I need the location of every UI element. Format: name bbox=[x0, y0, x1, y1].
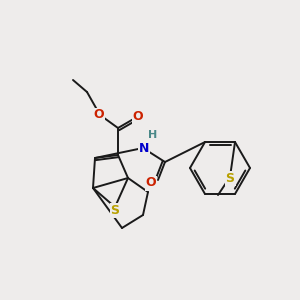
Text: O: O bbox=[146, 176, 156, 190]
Text: O: O bbox=[133, 110, 143, 122]
Text: S: S bbox=[226, 172, 235, 184]
Text: O: O bbox=[94, 109, 104, 122]
Text: H: H bbox=[148, 130, 158, 140]
Text: S: S bbox=[110, 203, 119, 217]
Text: N: N bbox=[139, 142, 149, 155]
